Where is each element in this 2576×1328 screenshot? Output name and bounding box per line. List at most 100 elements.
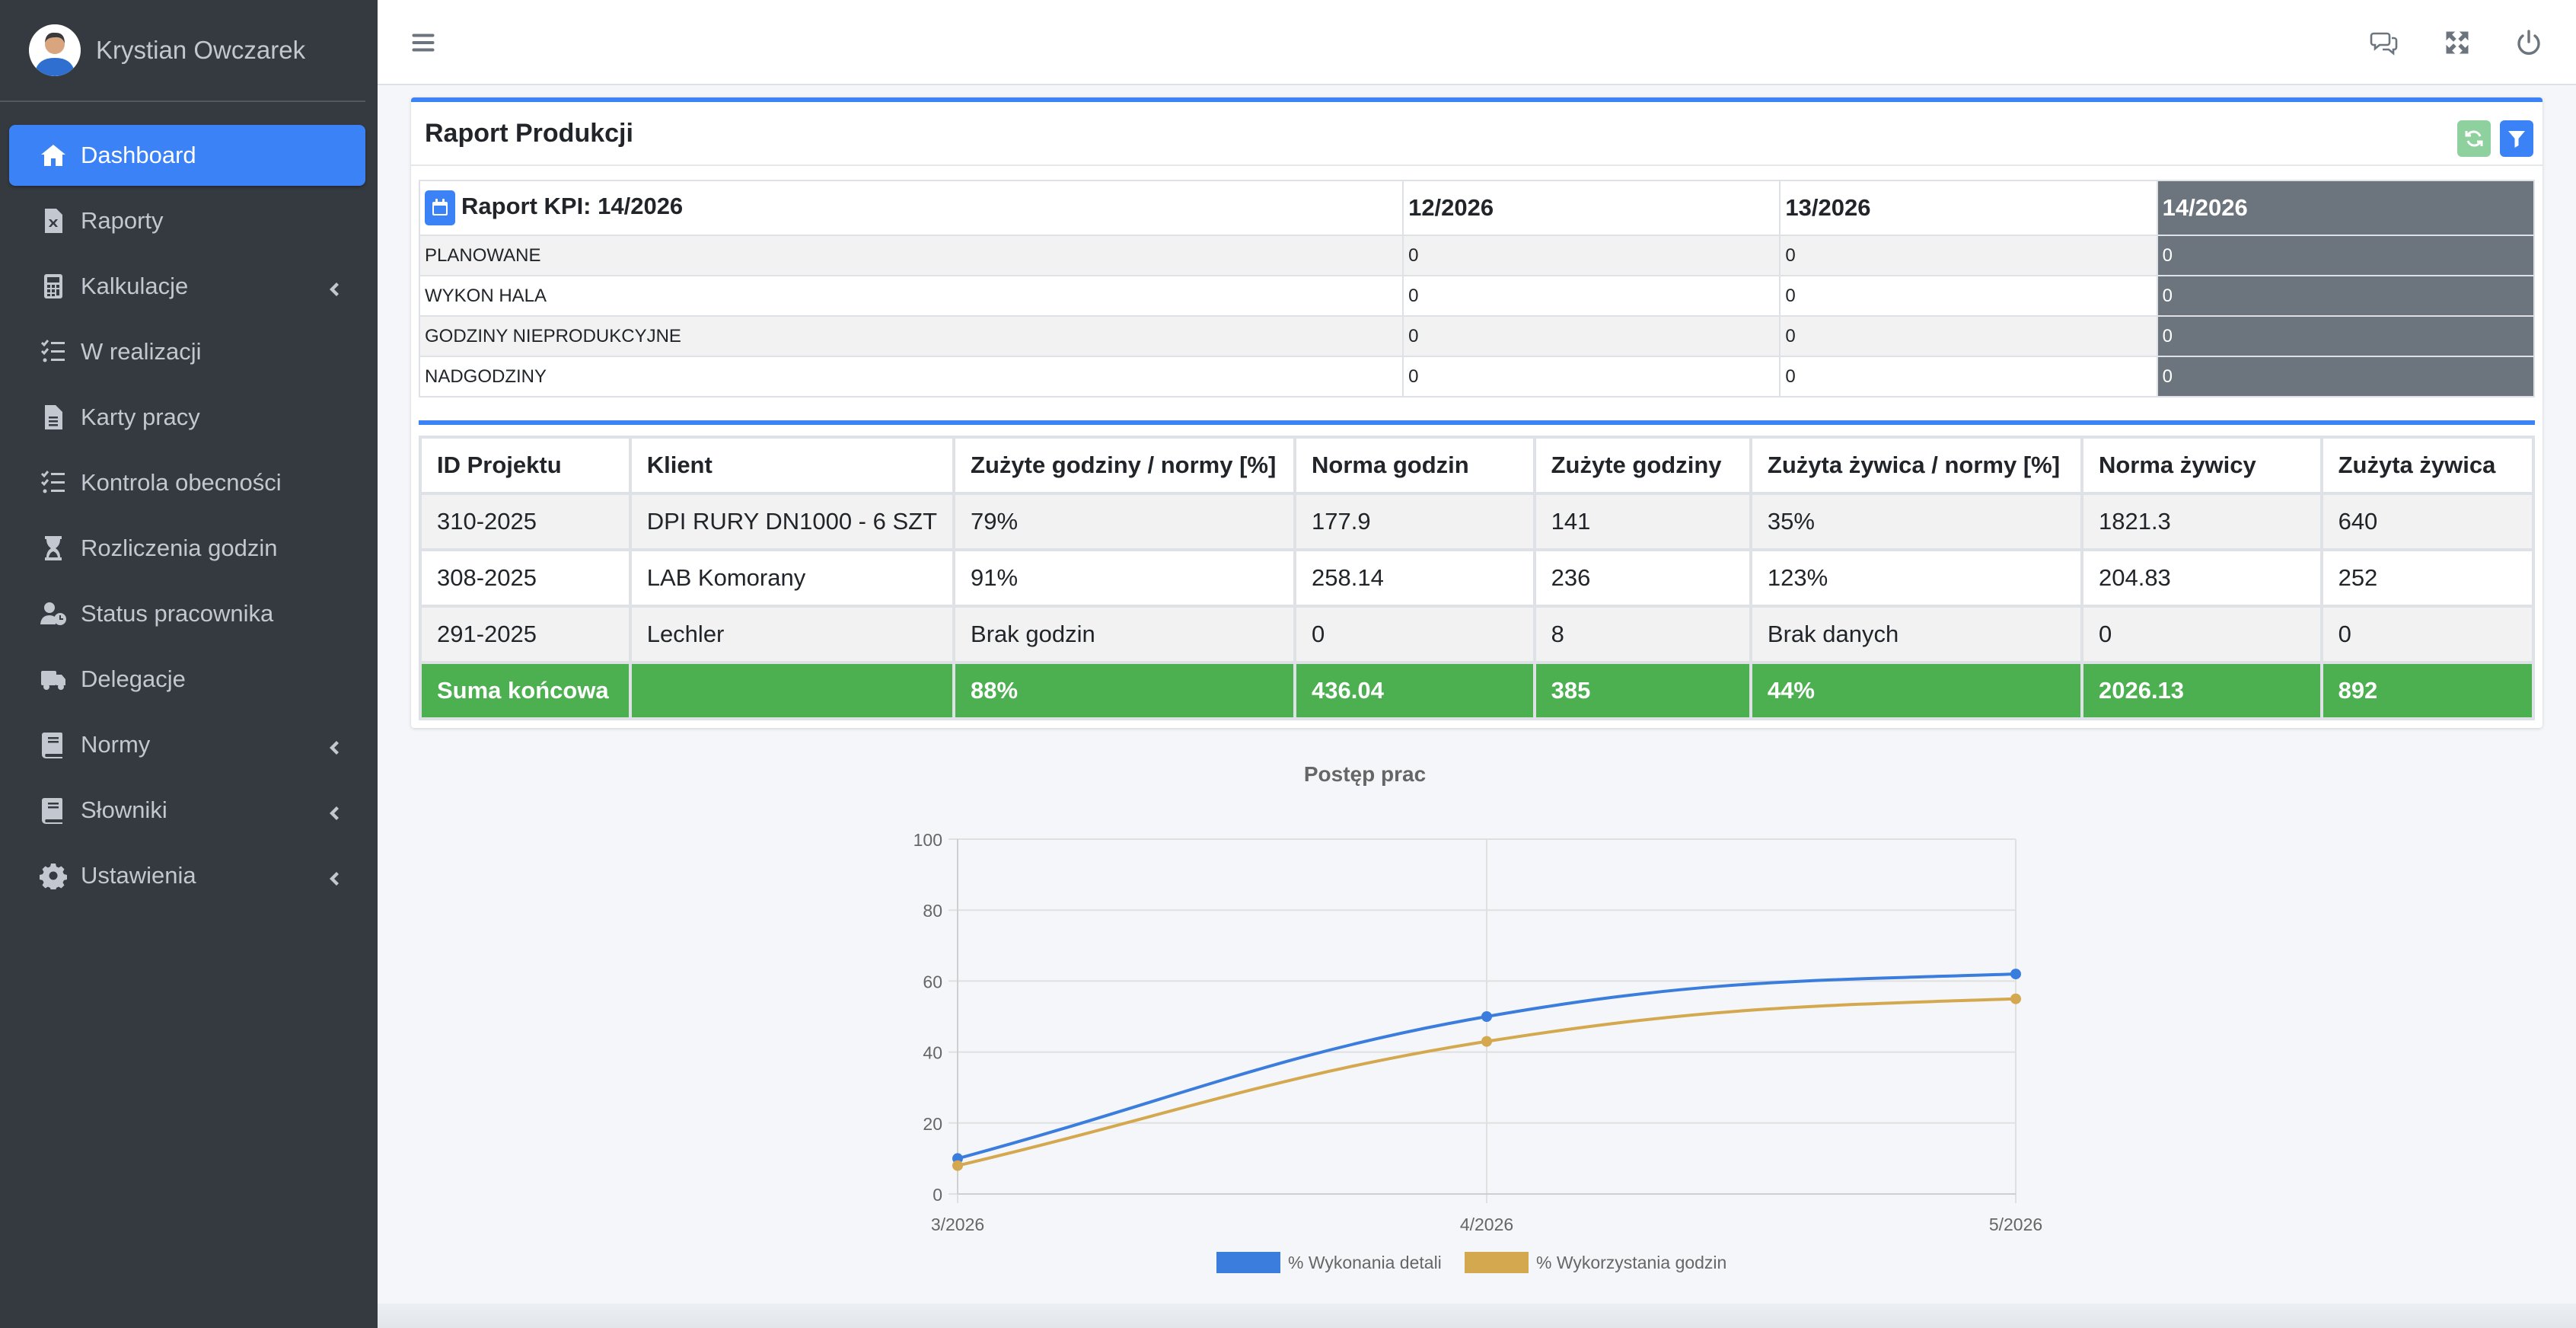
tasks-icon — [38, 468, 69, 498]
messages-button[interactable] — [2366, 24, 2402, 61]
sidebar-item-rozliczenia-godzin[interactable]: Rozliczenia godzin — [9, 518, 365, 579]
sidebar-item-kalkulacje[interactable]: Kalkulacje — [9, 256, 365, 317]
sidebar-item-normy[interactable]: Normy — [9, 714, 365, 775]
table-cell: Lechler — [628, 605, 956, 664]
table-cell: 308-2025 — [419, 548, 632, 608]
file-excel-icon — [38, 206, 69, 236]
sidebar-item-w-realizacji[interactable]: W realizacji — [9, 321, 365, 382]
sidebar-item-label: Słowniki — [81, 796, 167, 823]
section-divider — [419, 420, 2535, 425]
kpi-cell: 0 — [1402, 356, 1781, 397]
sidebar-item-status-pracownika[interactable]: Status pracownika — [9, 583, 365, 644]
sidebar-item-label: Normy — [81, 731, 151, 758]
column-header[interactable]: Zużyta żywica / normy [%] — [1749, 436, 2083, 495]
table-cell: 252 — [2319, 548, 2536, 608]
y-tick-label: 0 — [933, 1185, 942, 1205]
table-row[interactable]: 291-2025 Lechler Brak godzin 0 8 Brak danych 0… — [419, 605, 2536, 664]
kpi-cell: 0 — [1779, 315, 2158, 357]
column-header[interactable]: Norma żywicy — [2080, 436, 2323, 495]
sidebar-item-label: Karty pracy — [81, 404, 200, 430]
user-panel[interactable]: Krystian Owczarek — [0, 0, 365, 102]
sidebar-item-delegacje[interactable]: Delegacje — [9, 649, 365, 710]
table-cell: 291-2025 — [419, 605, 632, 664]
total-cell: 44% — [1749, 661, 2083, 720]
kpi-cell: 0 — [2156, 356, 2536, 397]
kpi-cell: 0 — [1779, 356, 2158, 397]
column-header[interactable]: Zużyte godziny — [1532, 436, 1752, 495]
column-header[interactable]: Zużyte godziny / normy [%] — [952, 436, 1297, 495]
total-cell: 436.04 — [1293, 661, 1536, 720]
sidebar-item-ustawienia[interactable]: Ustawienia — [9, 845, 365, 906]
table-row[interactable]: 308-2025 LAB Komorany 91% 258.14 236 123% 204.… — [419, 548, 2536, 608]
column-header[interactable]: Klient — [628, 436, 956, 495]
user-name: Krystian Owczarek — [96, 36, 306, 64]
sidebar: Krystian Owczarek Dashboard Raporty Kalkul… — [0, 0, 378, 1328]
kpi-cell: 0 — [2156, 275, 2536, 317]
user-clock-icon — [38, 599, 69, 629]
table-cell: DPI RURY DN1000 - 6 SZT — [628, 492, 956, 551]
column-header[interactable]: Zużyta żywica — [2319, 436, 2536, 495]
home-icon — [38, 140, 69, 171]
kpi-cell: 0 — [1402, 315, 1781, 357]
hourglass-icon — [38, 533, 69, 563]
chevron-left-icon — [324, 867, 343, 886]
refresh-button[interactable] — [2457, 120, 2491, 157]
table-cell: Brak danych — [1749, 605, 2083, 664]
chevron-left-icon — [324, 736, 343, 755]
sidebar-item-dashboard[interactable]: Dashboard — [9, 125, 365, 186]
kpi-row: PLANOWANE 0 0 0 — [418, 235, 2536, 276]
filter-button[interactable] — [2500, 120, 2533, 157]
kpi-row: NADGODZINY 0 0 0 — [418, 356, 2536, 397]
total-cell: 88% — [952, 661, 1297, 720]
table-cell: 177.9 — [1293, 492, 1536, 551]
sidebar-item-label: Raporty — [81, 207, 164, 234]
menu-toggle-button[interactable] — [405, 24, 442, 61]
table-cell: 236 — [1532, 548, 1752, 608]
book-icon — [38, 729, 69, 760]
y-tick-label: 20 — [923, 1114, 942, 1134]
sidebar-item-label: Ustawienia — [81, 862, 196, 889]
table-cell: 141 — [1532, 492, 1752, 551]
book-icon — [38, 795, 69, 825]
fullscreen-button[interactable] — [2439, 24, 2476, 61]
kpi-cell: 0 — [2156, 235, 2536, 276]
data-point — [1481, 1036, 1492, 1047]
table-cell: 8 — [1532, 605, 1752, 664]
kpi-header-row: Raport KPI: 14/2026 12/2026 13/2026 14/2… — [418, 180, 2536, 236]
kpi-row: WYKON HALA 0 0 0 — [418, 275, 2536, 317]
calculator-icon — [38, 271, 69, 302]
total-cell: Suma końcowa — [419, 661, 632, 720]
logout-button[interactable] — [2511, 24, 2547, 61]
kpi-row-label: NADGODZINY — [418, 356, 1404, 397]
topbar — [378, 0, 2576, 85]
card-tools — [2457, 120, 2533, 157]
kpi-table: Raport KPI: 14/2026 12/2026 13/2026 14/2… — [418, 180, 2536, 397]
total-cell: 892 — [2319, 661, 2536, 720]
y-tick-label: 60 — [923, 972, 942, 991]
sidebar-item-slowniki[interactable]: Słowniki — [9, 780, 365, 841]
kpi-week-header-current: 14/2026 — [2156, 180, 2536, 236]
chevron-left-icon — [324, 801, 343, 820]
kpi-cell: 0 — [2156, 315, 2536, 357]
sidebar-item-karty-pracy[interactable]: Karty pracy — [9, 387, 365, 448]
total-cell — [628, 661, 956, 720]
kpi-cell: 0 — [1402, 275, 1781, 317]
column-header[interactable]: Norma godzin — [1293, 436, 1536, 495]
sidebar-item-raporty[interactable]: Raporty — [9, 190, 365, 251]
chevron-left-icon — [324, 277, 343, 296]
legend-swatch — [1465, 1252, 1529, 1273]
data-point — [952, 1160, 963, 1171]
x-tick-label: 3/2026 — [931, 1215, 984, 1234]
projects-total-row: Suma końcowa 88% 436.04 385 44% 2026.13 892 — [419, 661, 2536, 720]
gear-icon — [38, 860, 69, 891]
table-cell: 640 — [2319, 492, 2536, 551]
y-tick-label: 80 — [923, 901, 942, 921]
table-cell: 204.83 — [2080, 548, 2323, 608]
calendar-icon[interactable] — [425, 190, 455, 225]
card-header: Raport Produkcji — [411, 102, 2543, 166]
table-row[interactable]: 310-2025 DPI RURY DN1000 - 6 SZT 79% 177.9 1… — [419, 492, 2536, 551]
sidebar-item-kontrola-obecnosci[interactable]: Kontrola obecności — [9, 452, 365, 513]
kpi-row-label: WYKON HALA — [418, 275, 1404, 317]
y-tick-label: 40 — [923, 1043, 942, 1063]
column-header[interactable]: ID Projektu — [419, 436, 632, 495]
